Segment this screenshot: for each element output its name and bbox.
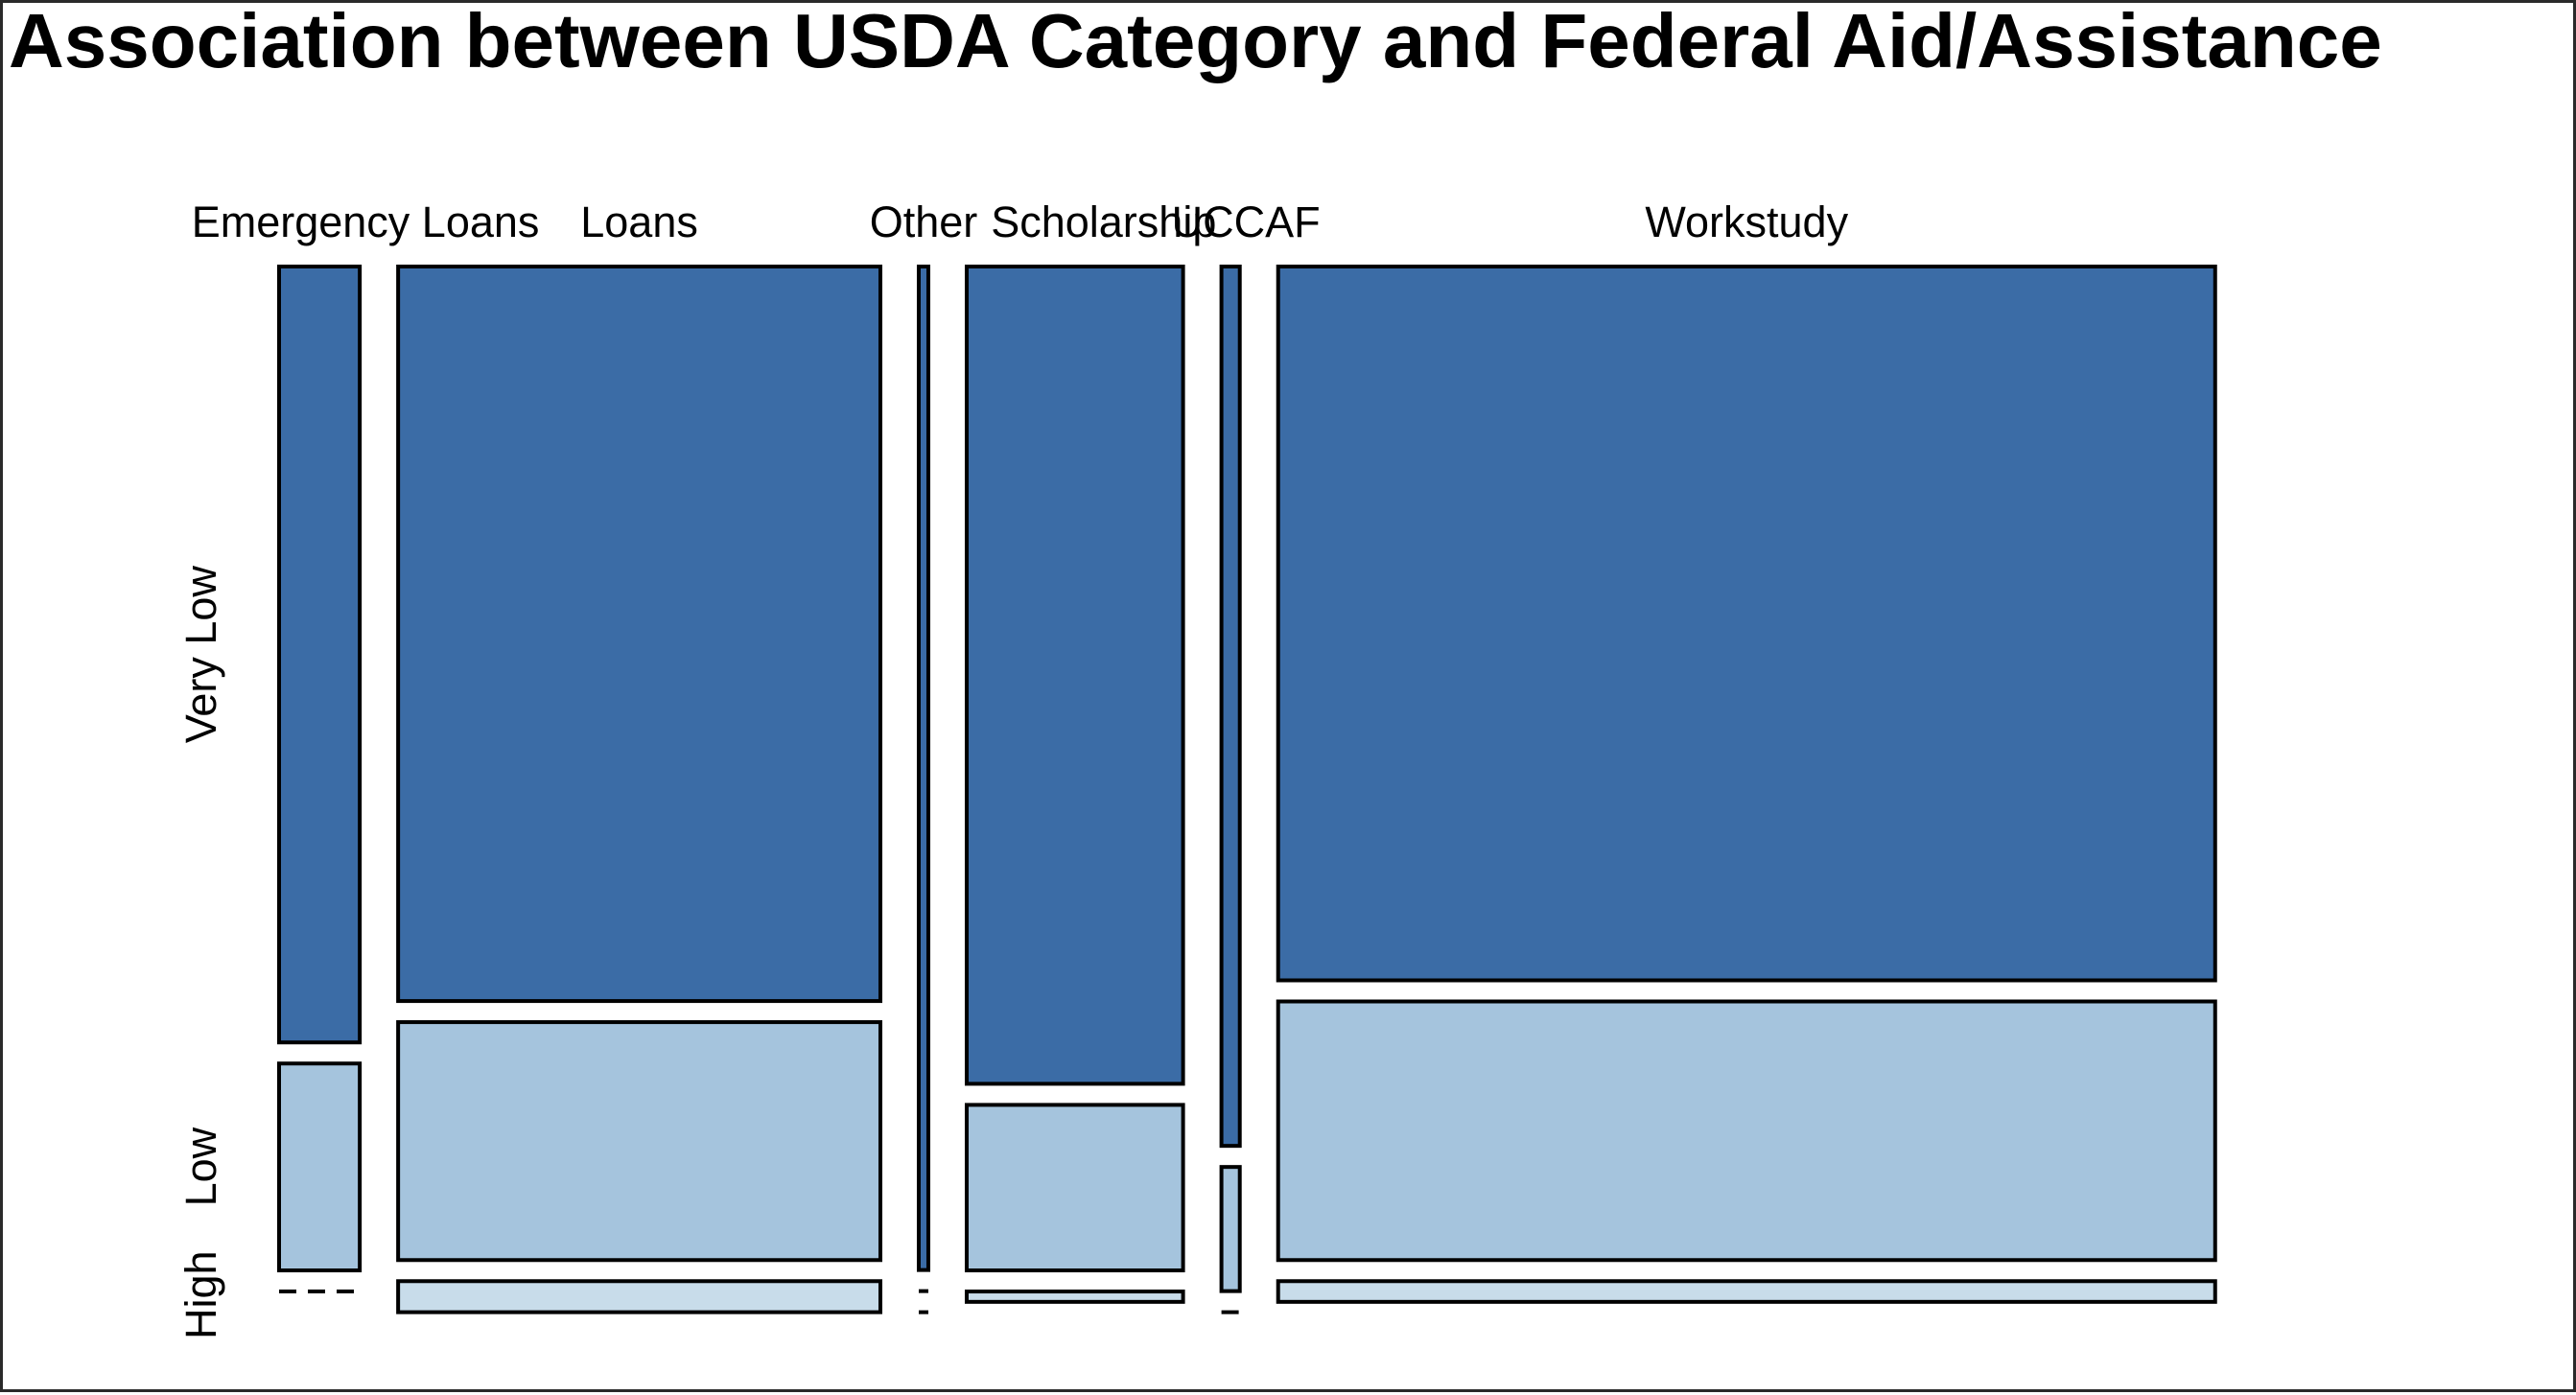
row-label-low: Low bbox=[176, 1127, 225, 1206]
column-label-workstudy: Workstudy bbox=[1645, 198, 1848, 246]
mosaic-plot: Emergency Loans Loans Other ScholarshipUCCA… bbox=[176, 198, 2217, 1339]
row-label-high: High bbox=[176, 1250, 225, 1339]
tile-loans-low bbox=[396, 1020, 882, 1263]
tile-other-very-low bbox=[916, 265, 930, 1272]
row-label-very-low: Very Low bbox=[176, 566, 225, 744]
tile-workstudy-low bbox=[1276, 999, 2217, 1263]
column-label-emergency-loans: Emergency Loans bbox=[192, 198, 540, 246]
chart-title: Association between USDA Category and Fe… bbox=[9, 0, 2382, 83]
column-label-other: Other bbox=[870, 198, 978, 246]
tile-workstudy-high bbox=[1276, 1279, 2217, 1304]
tile-uccaf-very-low bbox=[1219, 265, 1242, 1149]
column-label-uccaf: UCCAF bbox=[1172, 198, 1321, 246]
tile-scholarship-very-low bbox=[964, 265, 1185, 1086]
tile-loans-very-low bbox=[396, 265, 882, 1004]
tile-scholarship-high bbox=[964, 1290, 1185, 1304]
column-label-loans: Loans bbox=[580, 198, 698, 246]
tile-emergency-loans-low bbox=[277, 1061, 363, 1273]
tile-loans-high bbox=[396, 1279, 882, 1314]
column-label-scholarship: Scholarship bbox=[991, 198, 1216, 246]
tile-scholarship-low bbox=[964, 1103, 1185, 1273]
tile-emergency-loans-very-low bbox=[277, 265, 363, 1045]
tile-uccaf-low bbox=[1219, 1165, 1242, 1293]
tile-workstudy-very-low bbox=[1276, 265, 2217, 983]
